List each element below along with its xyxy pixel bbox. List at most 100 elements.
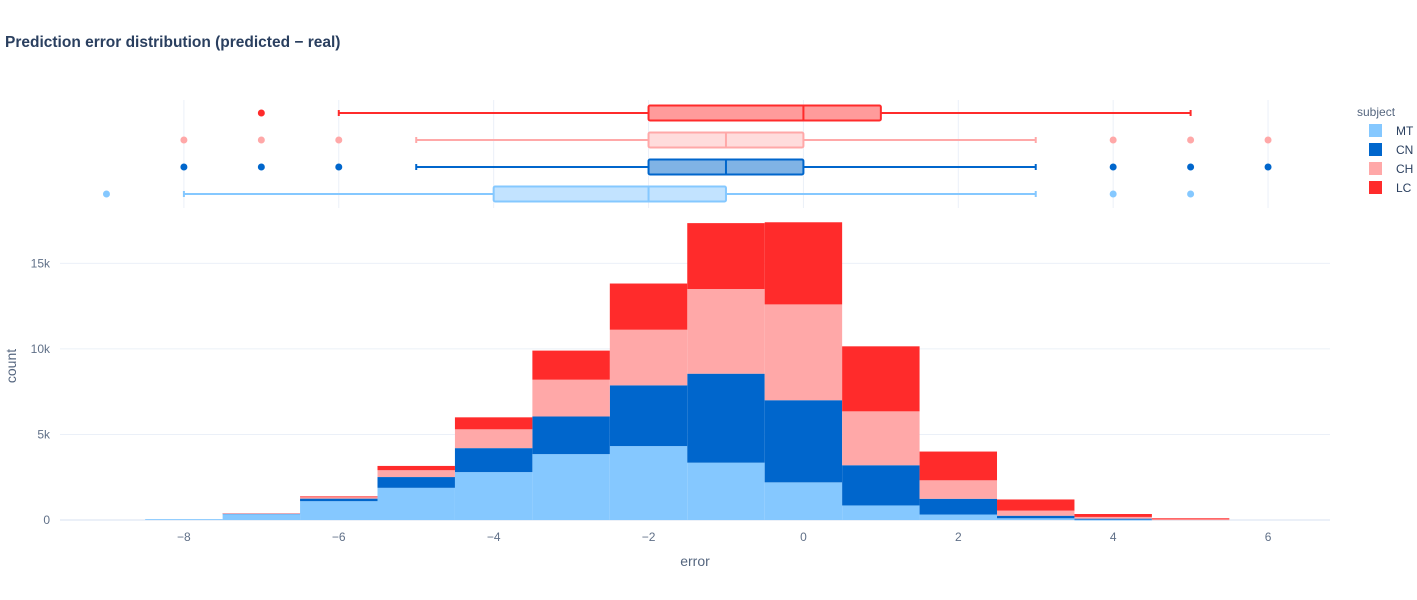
histogram-bar-mt — [1074, 519, 1152, 521]
histogram-bar-mt — [145, 519, 223, 520]
x-tick-label: 6 — [1265, 530, 1272, 544]
histogram-bar-ch — [532, 379, 610, 417]
outlier-point — [1187, 163, 1195, 171]
histogram-bar-cn — [919, 498, 998, 515]
legend-label: MT — [1396, 124, 1414, 138]
outlier-point — [102, 190, 110, 198]
x-tick-label: 0 — [800, 530, 807, 544]
outlier-point — [1187, 136, 1195, 144]
histogram-bar-ch — [1151, 519, 1230, 521]
histogram-bar-lc — [300, 496, 378, 498]
outlier-point — [1264, 136, 1272, 144]
histogram-bar-lc — [1151, 518, 1230, 520]
histogram-bar-mt — [842, 505, 920, 520]
histogram-bar-cn — [532, 416, 610, 455]
x-tick-label: −2 — [642, 530, 656, 544]
x-axis-title: error — [680, 553, 710, 569]
outlier-point — [257, 163, 265, 171]
histogram-bar-ch — [919, 480, 998, 499]
histogram-bar-lc — [764, 222, 843, 305]
outlier-point — [1109, 190, 1117, 198]
outlier-point — [180, 163, 188, 171]
legend-item-cn[interactable]: CN — [1369, 143, 1413, 157]
box-plot-lc — [257, 104, 1192, 122]
y-axis-title: count — [3, 349, 19, 383]
histogram-bar-ch — [842, 411, 920, 466]
x-tick-label: −6 — [332, 530, 346, 544]
chart-title: Prediction error distribution (predicted… — [5, 34, 341, 51]
histogram-bar-cn — [842, 465, 920, 506]
legend-label: LC — [1396, 181, 1412, 195]
histogram-bar-mt — [687, 462, 765, 520]
histogram-bar-cn — [300, 498, 378, 502]
histogram-bar-mt — [919, 514, 998, 520]
histogram-bar-lc — [532, 350, 610, 380]
box-plot-mt — [102, 185, 1195, 203]
box-iqr — [647, 104, 882, 122]
box-plot-layer — [102, 104, 1272, 203]
box-plot-ch — [180, 131, 1272, 149]
x-tick-label: −8 — [177, 530, 191, 544]
outlier-point — [335, 136, 343, 144]
x-tick-label: 4 — [1110, 530, 1117, 544]
legend-item-ch[interactable]: CH — [1369, 162, 1413, 176]
box-iqr — [492, 185, 727, 203]
histogram-bar-lc — [687, 223, 765, 289]
outlier-point — [1187, 190, 1195, 198]
histogram-bar-lc — [842, 346, 920, 412]
histogram-bar-mt — [997, 518, 1075, 520]
legend-swatch — [1369, 143, 1382, 156]
histogram-bar-mt — [609, 446, 688, 520]
histogram-bar-mt — [532, 454, 610, 520]
histogram-bar-mt — [454, 472, 533, 520]
legend-swatch — [1369, 181, 1382, 194]
histogram-bar-lc — [454, 417, 533, 430]
y-tick-label: 15k — [31, 256, 51, 270]
histogram-bar-lc — [609, 283, 688, 330]
histogram-bar-cn — [687, 373, 765, 463]
outlier-point — [180, 136, 188, 144]
histogram-bar-lc — [377, 465, 455, 471]
histogram-bar-ch — [222, 513, 301, 514]
histogram-bar-mt — [377, 487, 455, 520]
outlier-point — [1109, 136, 1117, 144]
histogram-bar-cn — [997, 515, 1075, 519]
legend-swatch — [1369, 162, 1382, 175]
histogram-bars — [145, 222, 1230, 521]
histogram-bar-mt — [764, 482, 843, 520]
y-tick-label: 0 — [43, 513, 50, 527]
outlier-point — [257, 109, 265, 117]
histogram-bar-ch — [997, 510, 1075, 516]
legend-swatch — [1369, 124, 1382, 137]
histogram-bar-ch — [377, 470, 455, 478]
histogram-bar-ch — [454, 429, 533, 449]
histogram-bar-cn — [609, 385, 688, 447]
y-tick-label: 5k — [37, 427, 51, 441]
legend-label: CH — [1396, 162, 1413, 176]
histogram-bar-cn — [454, 448, 533, 473]
legend-item-mt[interactable]: MT — [1369, 124, 1414, 138]
histogram-bar-lc — [1074, 514, 1152, 517]
y-tick-label: 10k — [31, 342, 51, 356]
legend-title: subject — [1357, 105, 1396, 119]
histogram-bar-ch — [1074, 516, 1152, 519]
legend-item-lc[interactable]: LC — [1369, 181, 1412, 195]
histogram-bar-mt — [300, 501, 378, 520]
outlier-point — [335, 163, 343, 171]
outlier-point — [257, 136, 265, 144]
outlier-point — [1109, 163, 1117, 171]
histogram-bar-mt — [222, 513, 301, 520]
box-plot-cn — [180, 158, 1272, 176]
x-tick-label: 2 — [955, 530, 962, 544]
histogram-bar-ch — [687, 289, 765, 374]
histogram-bar-ch — [609, 329, 688, 386]
legend[interactable]: subject MT CN CH LC — [1357, 105, 1414, 195]
histogram-bar-lc — [919, 451, 998, 481]
histogram-bar-ch — [300, 496, 378, 499]
axis-layer: error count 0 5k 10k 15k −8 −6 −4 −2 0 2 4 6 — [3, 256, 1272, 569]
histogram-bar-cn — [1074, 518, 1152, 520]
legend-label: CN — [1396, 143, 1413, 157]
histogram-bar-cn — [377, 477, 455, 488]
histogram-bar-ch — [764, 304, 843, 401]
